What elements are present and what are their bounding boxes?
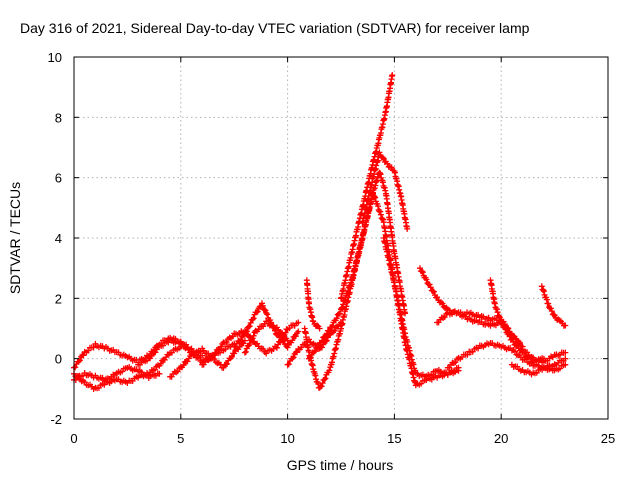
series-track-19 bbox=[444, 340, 569, 372]
series-markers bbox=[303, 277, 323, 332]
y-tick-label: 6 bbox=[55, 171, 62, 186]
series-track-11 bbox=[306, 169, 409, 362]
series-track-14 bbox=[359, 149, 411, 232]
x-axis-label: GPS time / hours bbox=[287, 457, 394, 473]
series-track-21 bbox=[508, 361, 569, 378]
data-points bbox=[71, 72, 569, 392]
x-tick-label: 15 bbox=[387, 431, 401, 446]
x-tick-label: 10 bbox=[280, 431, 294, 446]
series-track-20 bbox=[487, 277, 547, 365]
y-axis-label: SDTVAR / TECUs bbox=[7, 182, 23, 294]
series-track-10 bbox=[301, 189, 376, 391]
y-tick-label: 0 bbox=[55, 352, 62, 367]
series-track-13 bbox=[338, 72, 396, 302]
x-tick-label: 5 bbox=[177, 431, 184, 446]
series-markers bbox=[444, 340, 569, 372]
x-tick-label: 20 bbox=[494, 431, 508, 446]
series-markers bbox=[301, 189, 376, 391]
y-tick-label: 10 bbox=[48, 50, 62, 65]
y-tick-label: 8 bbox=[55, 110, 62, 125]
x-tick-label: 25 bbox=[601, 431, 615, 446]
series-track-8 bbox=[241, 318, 291, 356]
series-track-5 bbox=[167, 337, 248, 380]
series-track-12 bbox=[303, 277, 323, 332]
y-tick-label: -2 bbox=[50, 412, 62, 427]
y-tick-label: 4 bbox=[55, 231, 62, 246]
series-markers bbox=[508, 361, 569, 378]
series-track-16 bbox=[380, 235, 462, 380]
series-markers bbox=[359, 149, 411, 232]
axes: 0 5 10 15 20 25 -2 0 2 4 6 8 10 bbox=[48, 50, 616, 446]
y-tick-label: 2 bbox=[55, 291, 62, 306]
series-markers bbox=[167, 337, 248, 380]
series-markers bbox=[338, 72, 396, 302]
chart-title: Day 316 of 2021, Sidereal Day-to-day VTE… bbox=[20, 20, 530, 36]
series-markers bbox=[380, 235, 462, 380]
series-markers bbox=[487, 277, 547, 365]
series-markers bbox=[538, 283, 569, 329]
x-tick-label: 0 bbox=[70, 431, 77, 446]
series-markers bbox=[306, 169, 409, 362]
series-track-22 bbox=[538, 283, 569, 329]
series-markers bbox=[241, 318, 291, 356]
